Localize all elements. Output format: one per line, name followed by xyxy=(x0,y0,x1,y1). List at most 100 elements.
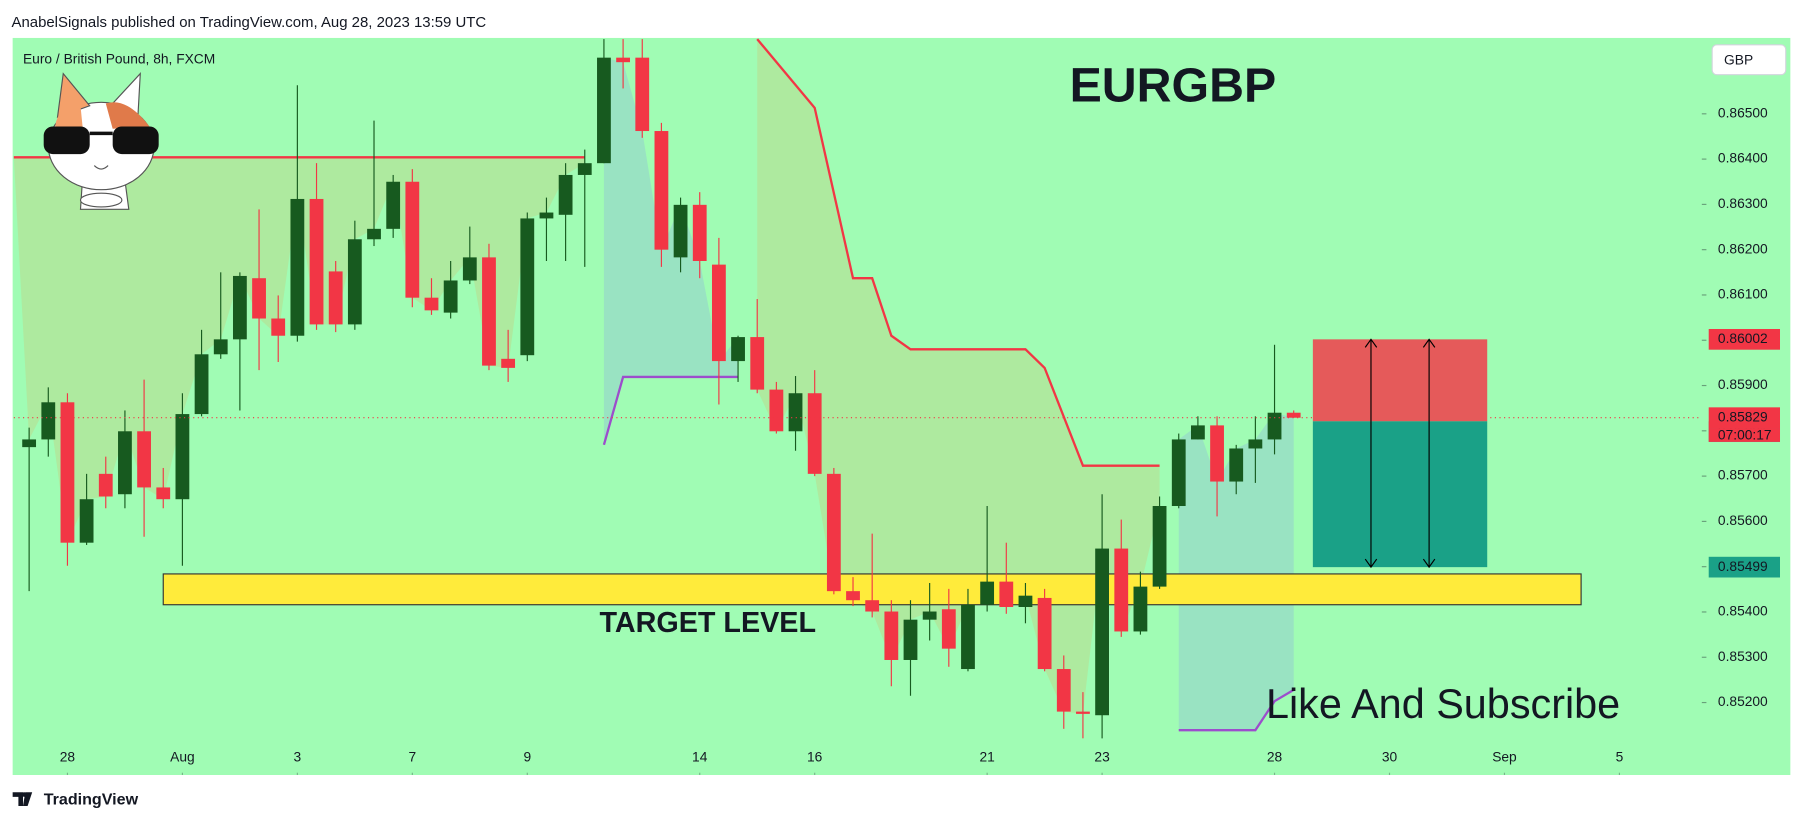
candle-body xyxy=(1190,425,1205,440)
indicator-fill xyxy=(13,157,585,543)
candle-body xyxy=(577,163,592,175)
candle-body xyxy=(271,318,286,336)
currency: GBP xyxy=(1724,53,1753,68)
target-label: TARGET LEVEL xyxy=(599,607,816,639)
x-tick-label: 28 xyxy=(1267,749,1283,764)
candle-body xyxy=(1267,412,1282,440)
candle-body xyxy=(1133,586,1148,632)
indicator-fill xyxy=(1178,412,1294,731)
x-tick-label: 9 xyxy=(523,749,531,764)
symbol: Euro / British Pound, 8h, FXCM xyxy=(23,51,215,66)
candle-body xyxy=(79,499,94,543)
y-tick-label: 0.86100 xyxy=(1718,287,1768,302)
x-tick-label: 23 xyxy=(1094,749,1110,764)
y-tick-label: 0.86400 xyxy=(1718,151,1768,166)
trailing-stop-line xyxy=(1178,688,1295,732)
annotation: Like And Subscribe xyxy=(1266,681,1620,727)
currency-box[interactable] xyxy=(1711,44,1787,76)
candle-body xyxy=(673,204,688,258)
candle-body xyxy=(22,439,37,448)
candle-body xyxy=(328,271,343,325)
y-tick-label: 0.85300 xyxy=(1718,649,1768,664)
countdown: 07:00:17 xyxy=(1718,428,1772,443)
candle-body xyxy=(60,402,75,543)
candle-body xyxy=(1076,711,1090,714)
candle-body xyxy=(1095,548,1109,716)
chart-title: EURGBP xyxy=(1070,58,1277,112)
candle-body xyxy=(347,239,362,325)
profit-zone xyxy=(1312,421,1488,568)
indicator-fill xyxy=(603,57,739,445)
candle-body xyxy=(520,218,535,356)
candle-body xyxy=(941,609,956,649)
target-tag-label: 0.85499 xyxy=(1718,559,1768,574)
x-tick-label: 7 xyxy=(408,749,416,764)
x-tick-label: 3 xyxy=(294,749,302,764)
y-tick-label: 0.86500 xyxy=(1718,105,1768,120)
x-tick-label: 14 xyxy=(692,749,708,764)
target-tag xyxy=(1708,556,1781,578)
y-tick-label: 0.85200 xyxy=(1718,694,1768,709)
candle-body xyxy=(597,57,611,164)
candle-body xyxy=(1018,595,1033,607)
price-tag xyxy=(1708,407,1781,429)
candle-body xyxy=(1114,548,1129,632)
candle-body xyxy=(175,414,190,500)
candle-body xyxy=(462,257,477,281)
candle-body xyxy=(807,393,822,474)
candle-body xyxy=(232,275,247,340)
candle-body xyxy=(501,358,516,368)
x-tick-label: 5 xyxy=(1616,749,1624,764)
brand-logo xyxy=(12,792,33,807)
arrow-head xyxy=(1364,338,1378,569)
candle-body xyxy=(194,354,209,415)
candle-body xyxy=(769,389,784,432)
cat-avatar xyxy=(43,72,159,210)
candle-body xyxy=(711,264,726,362)
candle-body xyxy=(539,212,554,219)
arrow-head xyxy=(1422,338,1436,569)
candle-body xyxy=(213,339,228,355)
candle-body xyxy=(922,611,937,620)
candle-body xyxy=(1152,506,1167,587)
candle-body xyxy=(424,297,439,311)
candle-body xyxy=(846,591,860,601)
candle-body xyxy=(156,487,171,500)
y-tick-label: 0.86300 xyxy=(1718,196,1768,211)
price-tag-label: 0.85829 xyxy=(1718,409,1768,424)
candle-body xyxy=(865,600,880,612)
candle-body xyxy=(980,581,995,605)
candle-body xyxy=(309,198,324,325)
candle-body xyxy=(750,337,765,390)
candle-body xyxy=(616,57,630,63)
y-tick-label: 0.85700 xyxy=(1718,468,1768,483)
stop-tag xyxy=(1708,328,1781,350)
candle-body xyxy=(98,473,113,497)
candle-body xyxy=(884,611,899,660)
candle-body xyxy=(558,174,573,215)
candle-body xyxy=(41,402,56,440)
countdown-box xyxy=(1708,428,1781,442)
candle-body xyxy=(290,198,305,336)
x-tick-label: 16 xyxy=(807,749,823,764)
trailing-stop-line xyxy=(602,375,739,446)
candle-body xyxy=(118,431,132,495)
candle-body xyxy=(386,181,401,229)
x-tick-label: 28 xyxy=(60,749,76,764)
candle-body xyxy=(137,431,151,488)
stop-tag-label: 0.86002 xyxy=(1718,331,1768,346)
candle-body xyxy=(367,228,381,240)
trailing-stop-line xyxy=(756,38,1160,467)
candle-body xyxy=(788,393,803,432)
stop-zone xyxy=(1312,339,1488,422)
candle-body xyxy=(1171,439,1186,507)
x-tick-label: 21 xyxy=(979,749,994,764)
indicator-fill xyxy=(757,39,1160,714)
candle-body xyxy=(999,581,1014,607)
candle-body xyxy=(961,604,975,670)
candle-body xyxy=(1210,425,1224,482)
plot: TARGET LEVEL xyxy=(13,38,1707,776)
candle-body xyxy=(1229,448,1244,482)
